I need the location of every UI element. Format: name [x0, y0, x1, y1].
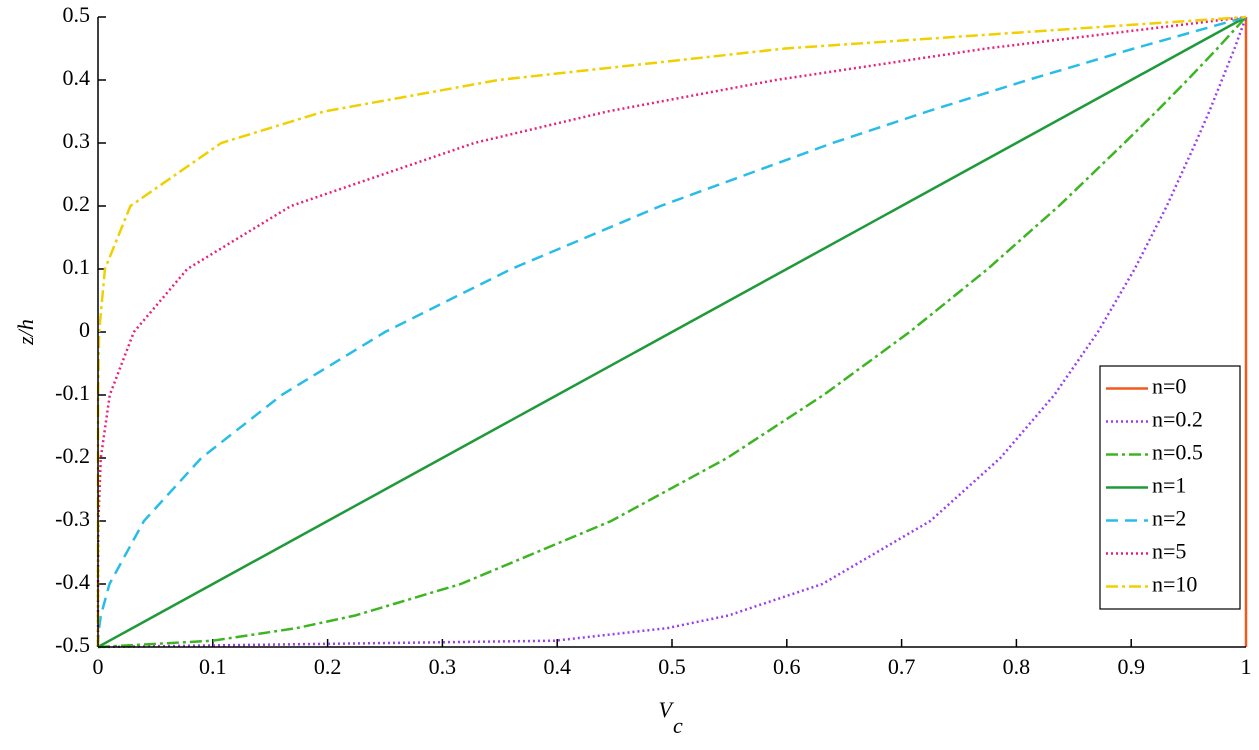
legend-label: n=5: [1152, 539, 1186, 564]
x-tick-label: 0.8: [1003, 654, 1031, 679]
y-tick-label: 0.1: [63, 254, 91, 279]
y-tick-label: 0.2: [63, 191, 91, 216]
legend-label: n=0: [1152, 374, 1186, 399]
legend-label: n=0.2: [1152, 407, 1203, 432]
series-line: [97, 16, 1248, 649]
y-tick-label: -0.3: [55, 506, 90, 531]
x-tick-label: 0: [93, 654, 104, 679]
y-tick-label: 0.4: [63, 65, 91, 90]
legend-label: n=0.5: [1152, 440, 1203, 465]
x-tick-label: 0.2: [314, 654, 342, 679]
x-tick-label: 0.6: [773, 654, 801, 679]
y-axis-label: z/h: [13, 319, 38, 346]
x-tick-label: 0.4: [543, 654, 571, 679]
series-line: [97, 16, 1247, 649]
x-tick-label: 0.7: [888, 654, 916, 679]
y-tick-label: -0.4: [55, 569, 90, 594]
legend-label: n=2: [1152, 506, 1186, 531]
y-tick-label: 0: [79, 317, 90, 342]
x-tick-label: 0.1: [199, 654, 227, 679]
y-tick-label: -0.1: [55, 380, 90, 405]
legend-label: n=1: [1152, 473, 1186, 498]
y-tick-label: -0.2: [55, 443, 90, 468]
y-tick-label: 0.5: [63, 2, 91, 27]
x-tick-label: 0.3: [429, 654, 457, 679]
x-tick-label: 1: [1241, 654, 1252, 679]
y-tick-label: -0.5: [55, 632, 90, 657]
series-line: [96, 15, 1247, 648]
x-tick-label: 0.9: [1117, 654, 1145, 679]
x-axis-label-sub: c: [673, 713, 683, 738]
y-tick-label: 0.3: [63, 128, 91, 153]
series-line: [97, 15, 1247, 649]
legend-label: n=10: [1152, 572, 1197, 597]
x-axis-label: V: [659, 697, 675, 722]
x-tick-label: 0.5: [658, 654, 686, 679]
